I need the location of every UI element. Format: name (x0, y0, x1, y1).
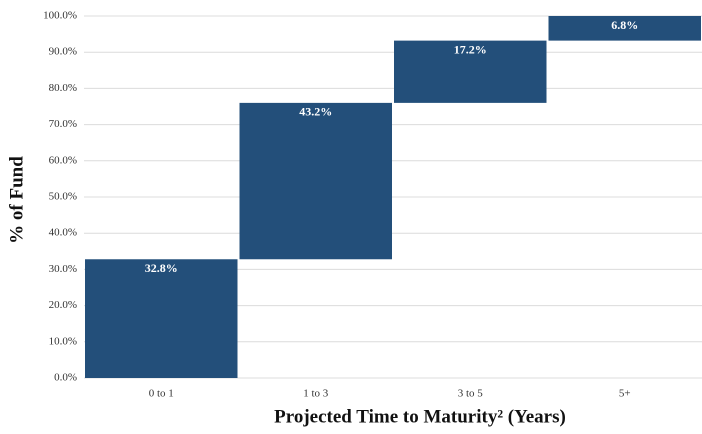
y-tick-label: 80.0% (49, 82, 77, 94)
y-tick-label: 60.0% (49, 154, 77, 166)
y-tick-label: 50.0% (49, 191, 77, 203)
value-label: 43.2% (299, 105, 332, 119)
bar (85, 259, 238, 378)
value-label: 32.8% (145, 261, 178, 275)
y-tick-label: 20.0% (49, 299, 77, 311)
x-tick-label: 3 to 5 (458, 388, 484, 400)
bar (239, 102, 392, 260)
y-axis-title: % of Fund (6, 156, 27, 244)
y-tick-label: 40.0% (49, 227, 77, 239)
y-tick-label: 30.0% (49, 263, 77, 275)
y-tick-label: 100.0% (43, 10, 77, 22)
x-axis-title: Projected Time to Maturity² (Years) (274, 406, 566, 427)
bar (548, 16, 701, 41)
bar (394, 40, 547, 103)
value-label: 6.8% (611, 18, 638, 32)
value-label: 17.2% (454, 42, 487, 56)
y-tick-label: 90.0% (49, 46, 77, 58)
y-tick-label: 70.0% (49, 118, 77, 130)
y-tick-label: 10.0% (49, 335, 77, 347)
x-tick-label: 1 to 3 (303, 388, 329, 400)
x-tick-label: 0 to 1 (149, 388, 174, 400)
x-tick-label: 5+ (619, 388, 631, 400)
y-tick-label: 0.0% (54, 372, 77, 384)
